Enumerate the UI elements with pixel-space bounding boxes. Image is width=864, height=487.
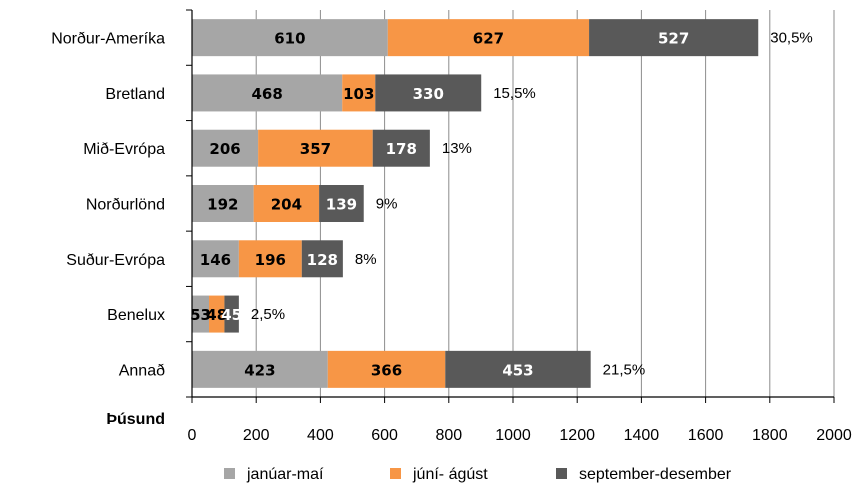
data-label: 610 [274,30,305,48]
bar-segment [192,240,239,278]
legend-label: júní- ágúst [412,466,488,483]
data-label: 627 [473,30,504,48]
bar-segment [253,185,320,222]
data-label: 366 [371,361,402,379]
data-label: 103 [343,85,374,103]
category-labels: Norður-Ameríka Bretland Mið-Evrópa Norðurlö… [51,31,165,380]
bar-segment [258,129,373,167]
x-tick-label: 800 [435,427,462,444]
x-tick-labels: 0 200 400 600 800 1000 1200 1400 1600 1800 2000 [188,427,852,444]
data-label: 48 [206,306,227,324]
data-label: 357 [300,140,331,158]
bar-segment [192,185,254,222]
data-label: 206 [209,140,240,158]
data-label: 527 [658,30,689,48]
category-label: Annað [119,362,165,379]
x-tick-label: 2000 [816,427,852,444]
data-label: 468 [251,85,282,103]
data-label: 192 [207,196,238,214]
share-label: 9% [376,196,398,213]
share-label: 13% [442,140,472,157]
data-label: 453 [502,361,533,379]
bar-segment [192,129,259,167]
bar-segment [192,350,328,388]
bar-segment [192,295,210,333]
legend-swatch [556,468,567,479]
bar-segment [342,74,376,112]
x-tick-label: 600 [371,427,398,444]
bar-segment [387,19,590,57]
share-labels: 30,5% 15,5% 13% 9% 8% 2,5% 21,5% [251,30,813,379]
category-label: Suður-Evrópa [66,252,165,269]
x-tick-label: 200 [243,427,270,444]
bar-segment [192,74,343,112]
x-tick-label: 1400 [624,427,660,444]
x-tick-label: 1600 [688,427,724,444]
legend-swatch [390,468,401,479]
category-label: Norðurlönd [86,197,165,214]
share-label: 2,5% [251,306,285,323]
bar-segment [319,185,364,222]
x-tick-label: 1800 [752,427,788,444]
share-label: 8% [355,251,377,268]
data-label: 330 [413,85,444,103]
segment-labels: 610 627 527 468 103 330 206 357 178 192 204 139 146 1… [190,30,689,380]
bar-segment [589,19,759,57]
category-label: Bretland [105,86,165,103]
legend: janúar-maí júní- ágúst september-desember [224,466,732,483]
data-label: 423 [244,361,275,379]
x-tick-label: 400 [307,427,334,444]
data-label: 53 [190,306,211,324]
legend-label: janúar-maí [246,466,324,483]
bar-segment [445,350,591,388]
bar-segment [238,240,302,278]
x-tick-label: 0 [188,427,197,444]
bars [192,19,759,388]
data-label: 146 [200,251,231,269]
bar-segment [301,240,343,278]
axes [186,9,835,403]
x-tick-label: 1000 [495,427,531,444]
x-axis-unit-label: Þúsund [106,411,165,428]
bar-segment [372,129,430,167]
share-label: 15,5% [493,85,536,102]
data-label: 45 [221,306,242,324]
data-label: 196 [255,251,286,269]
data-label: 178 [386,140,417,158]
data-label: 139 [326,196,357,214]
bar-segment [327,350,446,388]
category-label: Norður-Ameríka [51,31,165,48]
share-label: 30,5% [770,30,813,47]
legend-label: september-desember [579,466,732,483]
bar-segment [224,295,239,333]
bar-segment [375,74,482,112]
data-label: 128 [307,251,338,269]
bar-segment [209,295,225,333]
x-tick-label: 1200 [559,427,595,444]
share-label: 21,5% [603,361,646,378]
bar-segment [192,19,388,57]
category-label: Benelux [107,307,165,324]
legend-swatch [224,468,235,479]
data-label: 204 [271,196,302,214]
category-label: Mið-Evrópa [83,141,165,158]
